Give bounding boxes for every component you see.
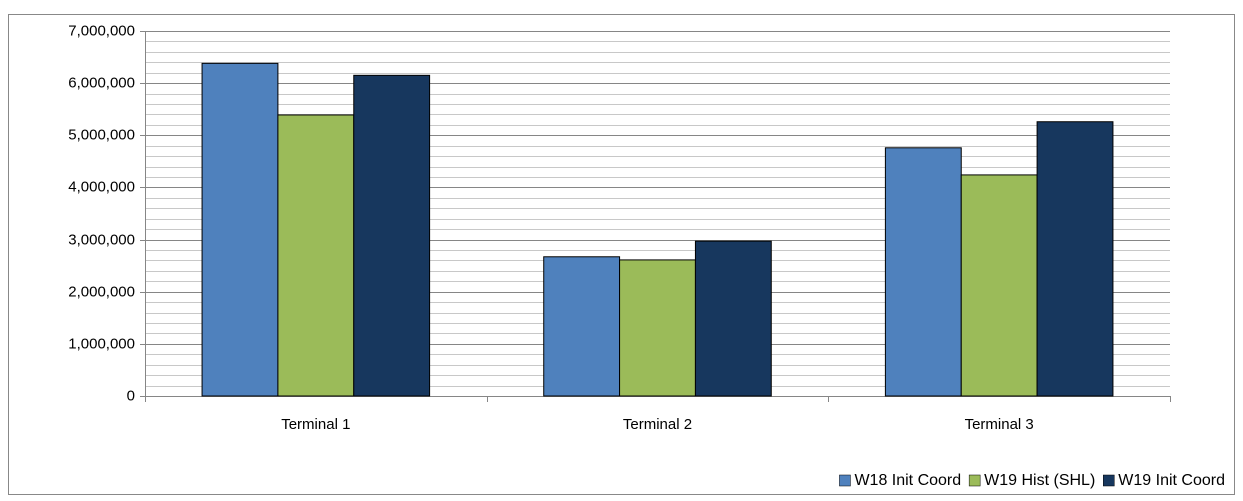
legend: W18 Init Coord W19 Hist (SHL) W19 Init Coo… [839, 472, 1225, 489]
y-tick-label: 1,000,000 [68, 335, 135, 352]
x-tick-label: Terminal 2 [623, 416, 692, 433]
y-tick-label: 0 [127, 387, 135, 404]
bar [353, 74, 431, 397]
bar [619, 259, 696, 397]
y-tick-label: 6,000,000 [68, 74, 135, 91]
legend-label: W19 Init Coord [1118, 472, 1225, 489]
x-tick-label: Terminal 1 [281, 416, 350, 433]
legend-swatch [1103, 474, 1115, 487]
bar [277, 114, 355, 397]
y-tick-label: 5,000,000 [68, 126, 135, 143]
bar [960, 174, 1038, 397]
legend-swatch [968, 474, 981, 487]
bar [201, 62, 279, 397]
y-tick-label: 3,000,000 [68, 231, 135, 248]
y-tick-label: 2,000,000 [68, 283, 135, 300]
bar [694, 240, 772, 397]
x-tick-label: Terminal 3 [965, 416, 1034, 433]
legend-label: W19 Hist (SHL) [984, 472, 1095, 489]
bar [543, 256, 621, 397]
bar [1036, 121, 1114, 397]
chart-frame [8, 14, 1235, 495]
legend-swatch [839, 474, 851, 487]
legend-label: W18 Init Coord [854, 472, 961, 489]
bar [884, 147, 962, 397]
y-tick-label: 7,000,000 [68, 22, 135, 39]
y-tick-label: 4,000,000 [68, 178, 135, 195]
